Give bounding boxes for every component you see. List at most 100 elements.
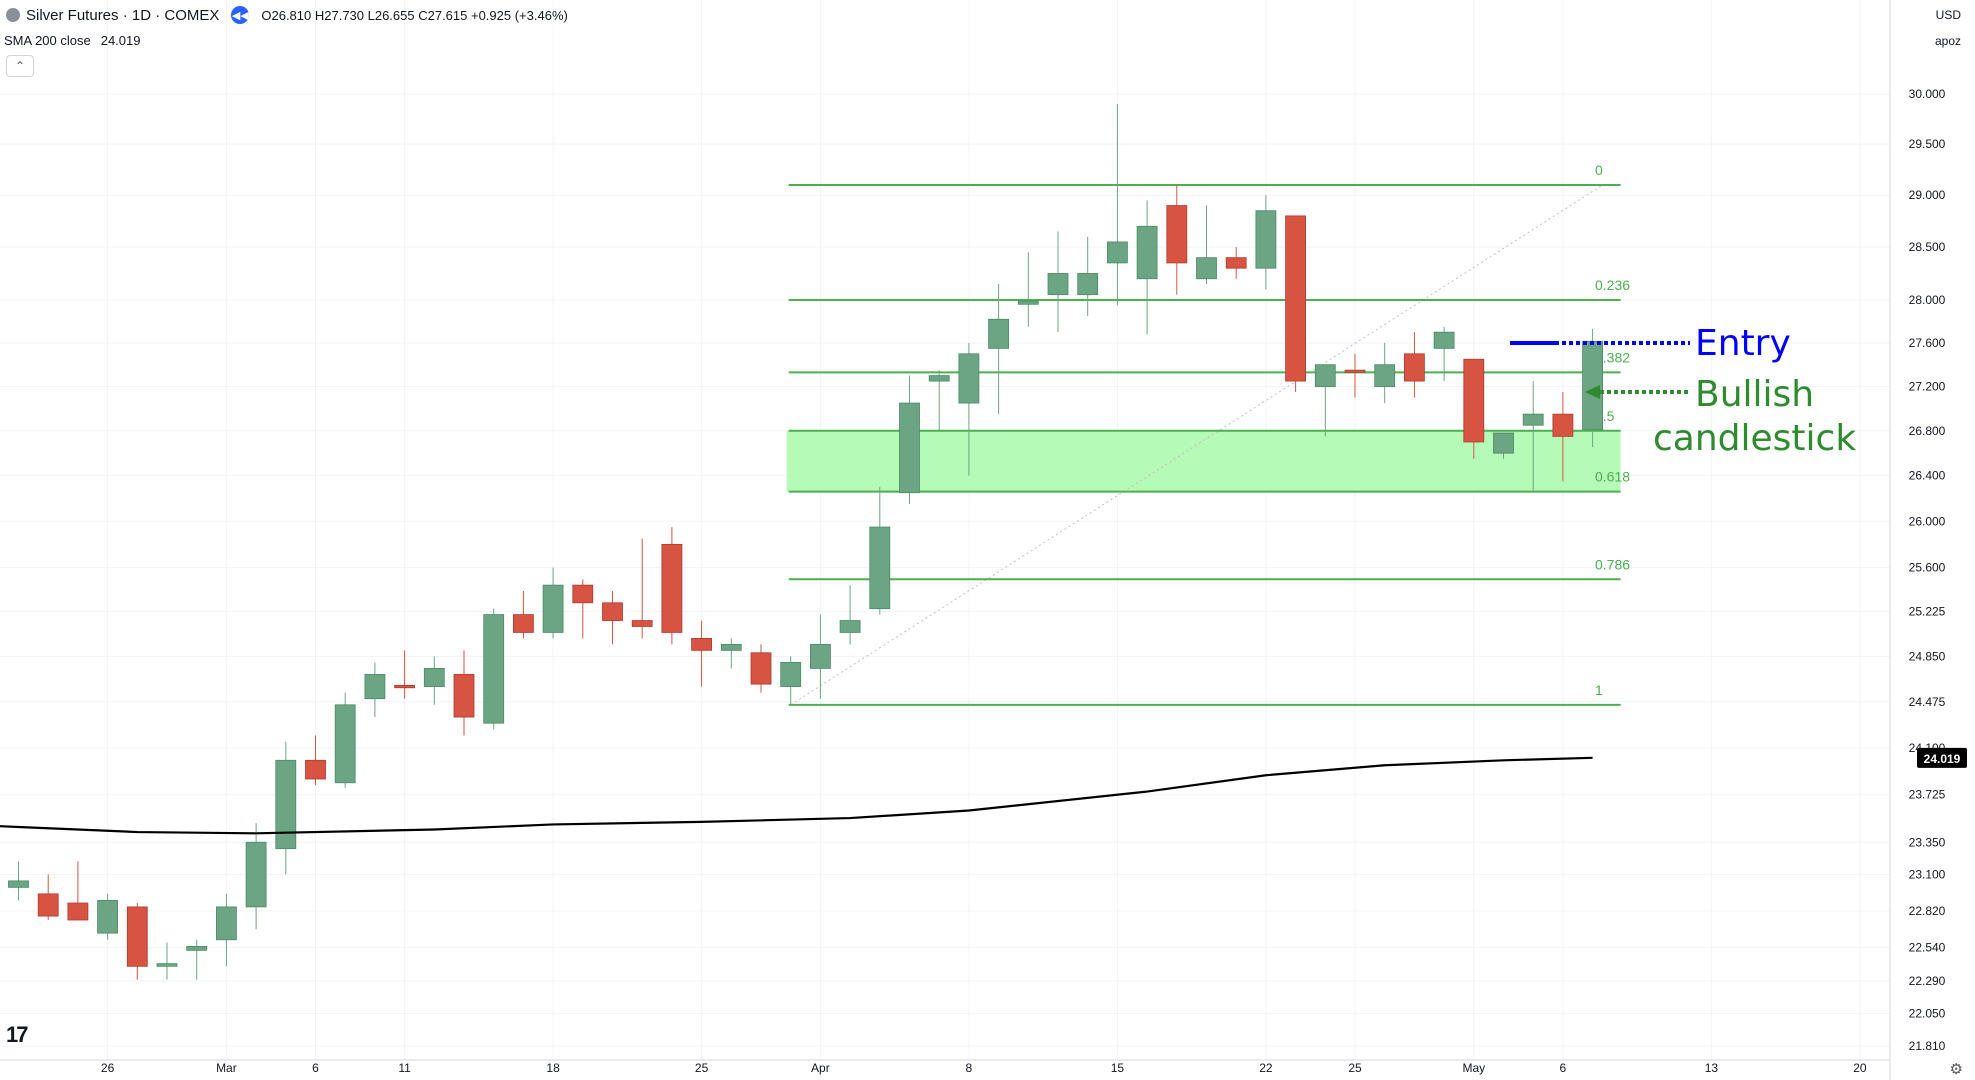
- candle-body: [67, 902, 89, 921]
- candle-body: [1404, 353, 1425, 382]
- candle-body: [245, 841, 267, 908]
- candle: [958, 342, 980, 476]
- price-tick-label: 25.600: [1909, 561, 1946, 575]
- last-price-badge: [1917, 747, 1967, 768]
- candle-body: [275, 759, 297, 850]
- price-tick-label: 30.000: [1909, 87, 1946, 101]
- candle-body: [928, 375, 950, 382]
- candle: [8, 861, 29, 901]
- candle: [720, 638, 742, 669]
- price-tick-label: 26.000: [1909, 514, 1946, 528]
- candle-body: [186, 945, 208, 951]
- candle-body: [869, 526, 891, 610]
- candle: [394, 650, 416, 699]
- candle: [899, 375, 920, 505]
- price-tick-label: 27.600: [1909, 336, 1946, 350]
- time-tick-label: May: [1462, 1061, 1485, 1075]
- candle: [364, 662, 386, 718]
- tradingview-logo-icon[interactable]: 17: [6, 1022, 29, 1047]
- gear-icon[interactable]: ⚙: [1949, 1061, 1963, 1078]
- bullish-label-line1: Bullish: [1695, 374, 1814, 415]
- candle: [1047, 231, 1069, 333]
- price-tick-label: 21.810: [1909, 1039, 1946, 1053]
- candle-body: [780, 661, 802, 687]
- candle-body: [1493, 432, 1514, 454]
- candle: [1522, 381, 1544, 493]
- candle-body: [8, 880, 29, 888]
- chart-header: Silver Futures · 1D · COMEX ◀◀ O26.810 H…: [6, 6, 568, 24]
- candle-body: [750, 652, 772, 685]
- candle-body: [1136, 225, 1158, 280]
- candle: [453, 650, 475, 736]
- symbol-icon: [6, 8, 20, 22]
- last-price-label: 24.019: [1924, 752, 1961, 766]
- candle: [1314, 364, 1336, 437]
- candle: [423, 656, 445, 705]
- candle-body: [1552, 413, 1574, 437]
- candle: [661, 527, 683, 645]
- time-tick-label: 25: [1348, 1061, 1362, 1075]
- candle: [215, 893, 237, 967]
- ohlc-values: O26.810 H27.730 L26.655 C27.615 +0.925 (…: [261, 7, 568, 23]
- time-tick-label: 13: [1705, 1061, 1719, 1075]
- price-tick-label: 24.475: [1909, 695, 1946, 709]
- chevron-up-icon[interactable]: ⌃: [6, 55, 34, 77]
- scale-mode-button[interactable]: apoz: [1934, 34, 1961, 48]
- time-tick-label: 11: [398, 1061, 411, 1075]
- candle-body: [1314, 364, 1336, 387]
- indicator-value: 24.019: [100, 33, 141, 48]
- candle: [572, 579, 594, 639]
- candle: [126, 902, 148, 980]
- candle-body: [1017, 300, 1039, 305]
- indicator-legend[interactable]: SMA 200 close 24.019: [4, 33, 140, 48]
- candle-body: [37, 893, 59, 917]
- candle: [869, 487, 891, 615]
- candle-body: [364, 674, 386, 700]
- candle: [245, 823, 267, 930]
- candle-body: [572, 584, 594, 604]
- candle: [275, 741, 297, 875]
- candle: [97, 893, 118, 940]
- candle: [839, 585, 861, 645]
- candle: [1493, 432, 1514, 459]
- candle-body: [661, 543, 683, 633]
- candle-body: [1522, 413, 1544, 426]
- candle-body: [1374, 364, 1396, 387]
- candle: [67, 861, 89, 921]
- candle-body: [394, 684, 416, 689]
- candle-body: [958, 353, 980, 404]
- currency-selector[interactable]: USD: [1935, 8, 1961, 22]
- sma-200-line: [0, 756, 1593, 835]
- symbol-title[interactable]: Silver Futures · 1D · COMEX: [26, 6, 220, 24]
- candle: [156, 942, 178, 980]
- candle-body: [1255, 210, 1277, 269]
- bullish-label-line2: candlestick: [1653, 418, 1856, 459]
- candle: [750, 644, 772, 693]
- fib-level-label: 0.382: [1595, 349, 1630, 365]
- fib-level-label: 0.618: [1595, 469, 1630, 485]
- rewind-icon[interactable]: ◀◀: [231, 6, 250, 24]
- candle: [928, 370, 950, 431]
- candle-body: [1463, 358, 1485, 443]
- candle-body: [1285, 215, 1306, 382]
- time-tick-label: Apr: [811, 1061, 830, 1075]
- time-tick-label: 15: [1111, 1061, 1125, 1075]
- time-tick-label: 6: [312, 1061, 319, 1075]
- fib-trend-line: [790, 184, 1603, 706]
- candle: [305, 735, 326, 786]
- candle-body: [602, 602, 623, 621]
- price-tick-label: 27.200: [1909, 380, 1946, 394]
- candle: [513, 591, 534, 639]
- candle-body: [988, 318, 1009, 349]
- candle: [1255, 195, 1277, 290]
- time-tick-label: 20: [1853, 1061, 1867, 1075]
- price-tick-label: 23.100: [1909, 867, 1946, 881]
- candle-body: [423, 668, 445, 687]
- candle-body: [513, 614, 534, 633]
- candle: [1344, 353, 1366, 398]
- candle-body: [1433, 331, 1455, 349]
- fib-level-label: 0: [1595, 162, 1603, 178]
- price-tick-label: 23.350: [1909, 835, 1946, 849]
- candle: [1463, 358, 1485, 459]
